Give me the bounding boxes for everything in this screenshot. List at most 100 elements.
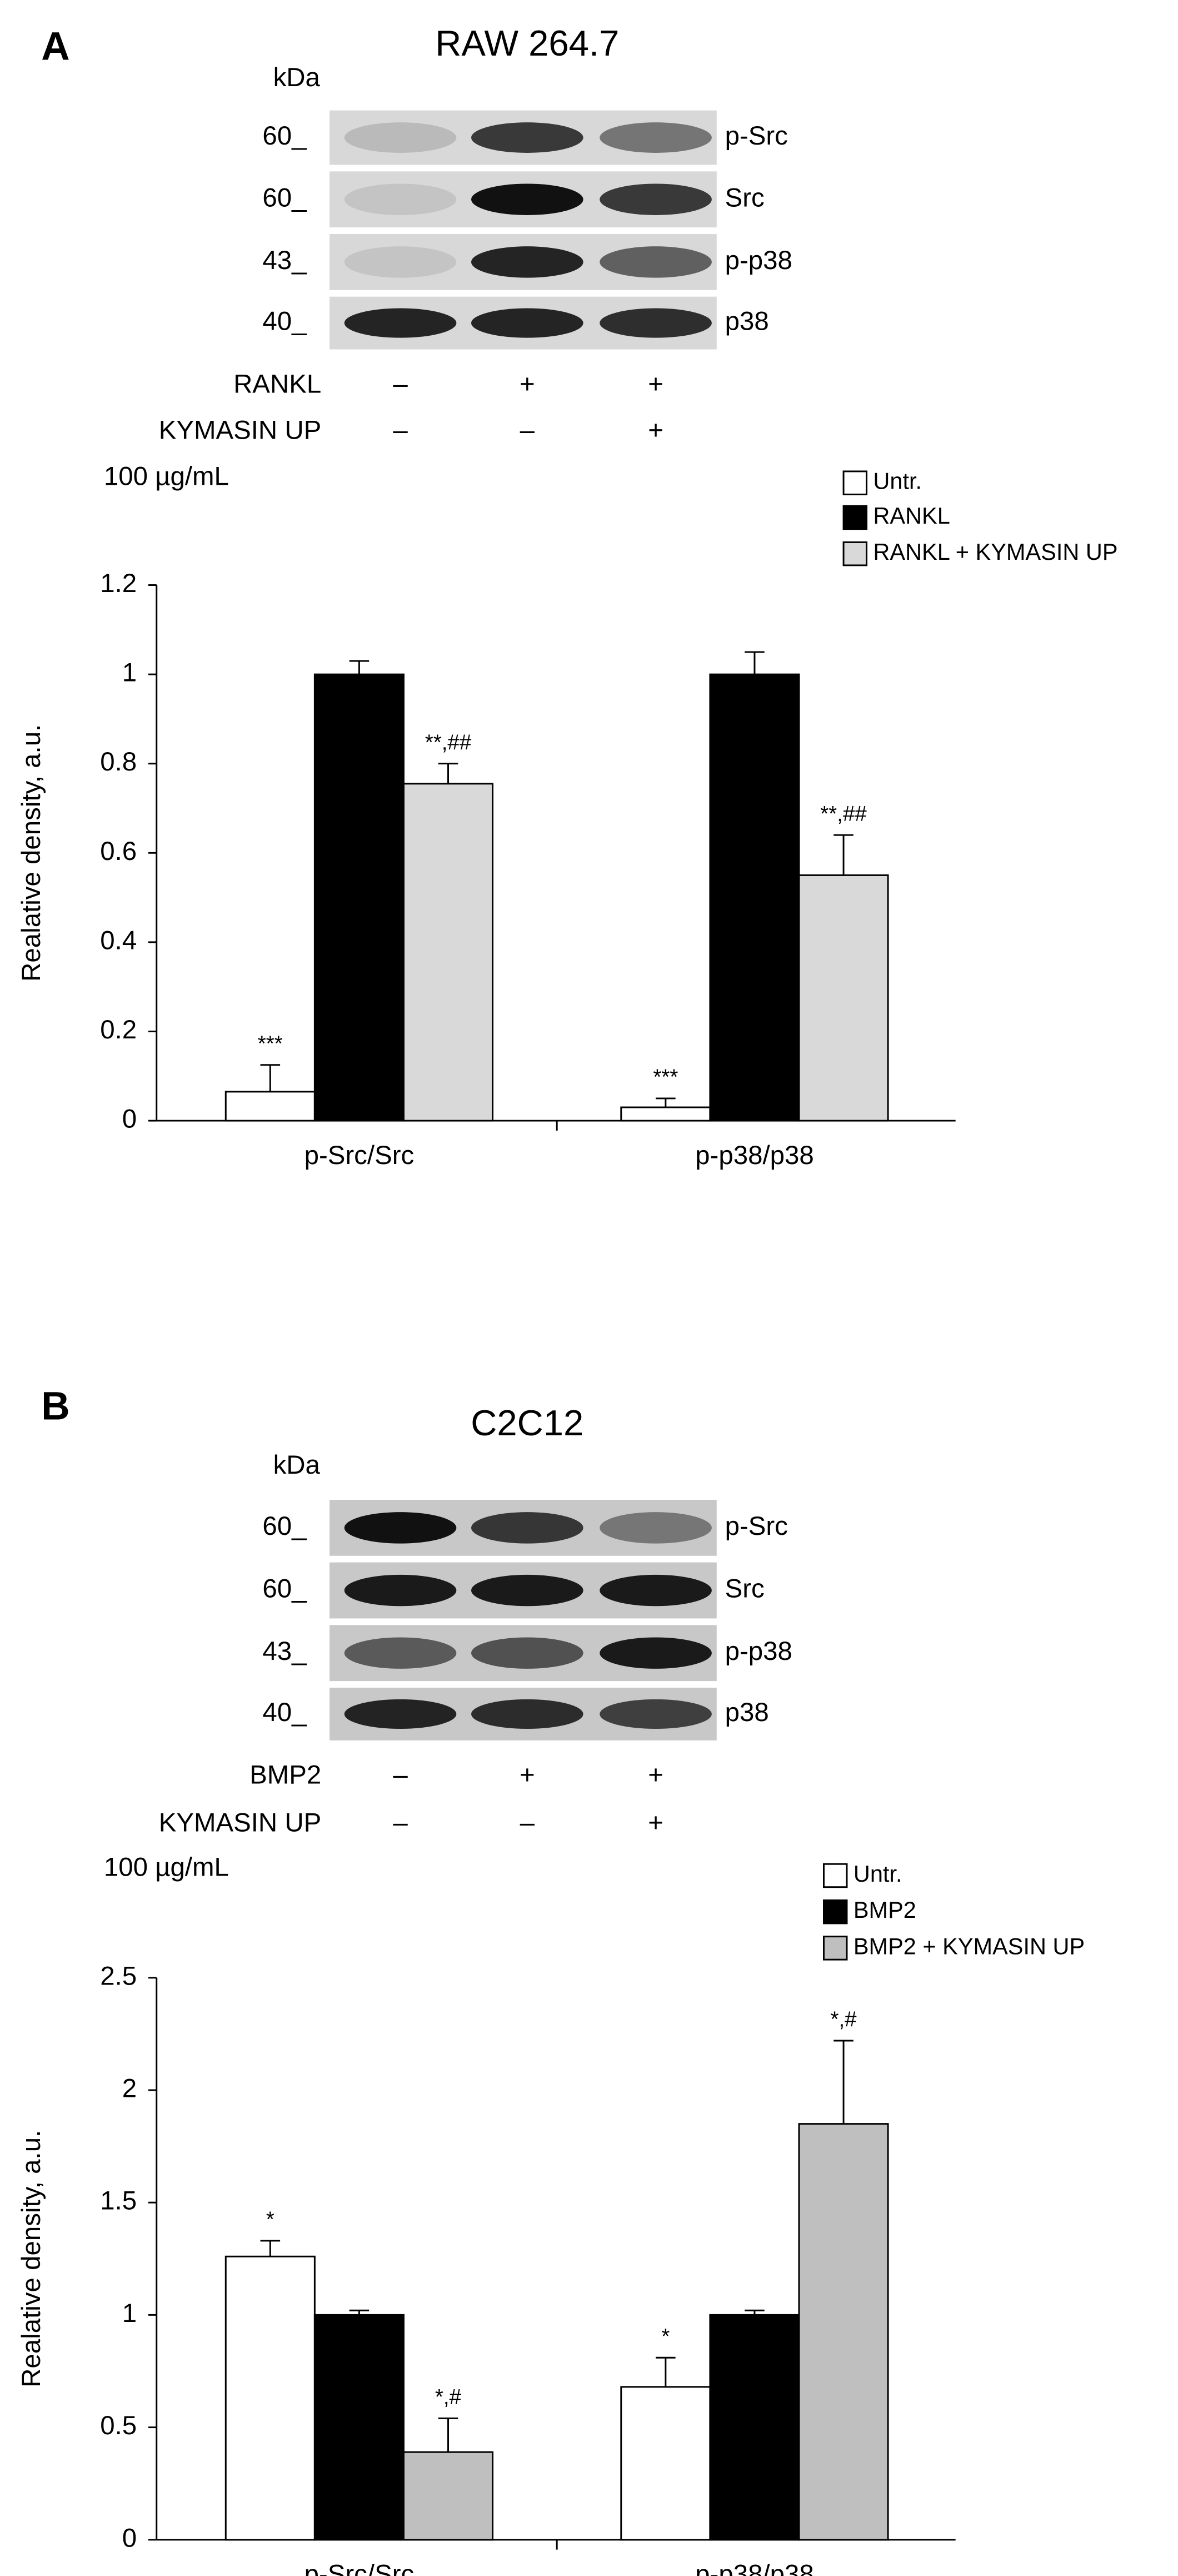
band-label: p38 <box>725 307 769 336</box>
bar <box>709 2314 800 2541</box>
blot-band <box>471 1699 583 1729</box>
blot-band <box>600 246 712 278</box>
legend-swatch <box>842 505 868 530</box>
blot-band <box>471 183 583 215</box>
treatment-name: KYMASIN UP <box>159 415 322 445</box>
dose-label: 100 µg/mL <box>104 461 229 491</box>
treatment-mark: + <box>520 1761 535 1790</box>
treatment-mark: + <box>520 369 535 399</box>
legend-label: BMP2 <box>853 1897 916 1923</box>
y-tick-label: 0.8 <box>100 747 137 777</box>
mw-label: 60_ <box>262 121 307 151</box>
blot-band <box>471 1512 583 1544</box>
y-tick-label: 2.5 <box>100 1961 137 1991</box>
bar <box>313 673 405 1122</box>
mw-label: 60_ <box>262 1511 307 1541</box>
dose-label: 100 µg/mL <box>104 1853 229 1882</box>
significance-label: * <box>266 2208 274 2232</box>
bar <box>798 2123 889 2541</box>
treatment-name: KYMASIN UP <box>159 1808 322 1838</box>
legend-label: RANKL <box>873 503 950 529</box>
blot-band <box>600 122 712 153</box>
legend-label: Untr. <box>853 1861 902 1887</box>
blot-band <box>471 122 583 153</box>
mw-label: 60_ <box>262 183 307 212</box>
mw-label: 60_ <box>262 1574 307 1604</box>
legend-swatch <box>842 470 868 495</box>
mw-label: 43_ <box>262 246 307 275</box>
mw-label: 40_ <box>262 307 307 336</box>
band-label: p-Src <box>725 121 788 151</box>
treatment-name: BMP2 <box>249 1761 321 1790</box>
blot-band <box>600 1637 712 1669</box>
y-tick-label: 2 <box>122 2074 137 2103</box>
band-label: p38 <box>725 1698 769 1727</box>
significance-label: **,## <box>425 730 472 754</box>
error-bar <box>438 2417 458 2453</box>
error-bar <box>260 2240 281 2257</box>
y-tick-label: 1.2 <box>100 569 137 598</box>
y-tick-label: 0.5 <box>100 2411 137 2440</box>
blot-band <box>600 1574 712 1607</box>
blot-band <box>344 183 457 215</box>
significance-label: **,## <box>820 802 867 826</box>
bar <box>798 874 889 1122</box>
y-axis-label: Realative density, a.u. <box>17 2130 46 2388</box>
y-tick-label: 0 <box>122 2523 137 2553</box>
bar <box>402 783 494 1122</box>
blot-band <box>471 1574 583 1607</box>
bar <box>313 2314 405 2541</box>
error-bar <box>260 1064 281 1092</box>
treatment-mark: – <box>393 1808 408 1838</box>
treatment-mark: – <box>520 415 535 445</box>
kda-label: kDa <box>273 63 321 92</box>
treatment-mark: – <box>393 1761 408 1790</box>
x-tick-label: p-p38/p38 <box>695 2560 814 2576</box>
y-tick-label: 1.5 <box>100 2186 137 2216</box>
x-tick-label: p-p38/p38 <box>695 1141 814 1170</box>
legend-label: Untr. <box>873 468 922 494</box>
blot-band <box>600 183 712 215</box>
band-label: p-Src <box>725 1511 788 1541</box>
blot-band <box>471 308 583 338</box>
panel-letter: A <box>41 25 69 69</box>
bar <box>709 673 800 1122</box>
y-tick-label: 1 <box>122 658 137 688</box>
legend-label: RANKL + KYMASIN UP <box>873 539 1117 565</box>
error-bar <box>656 1097 676 1107</box>
mw-label: 40_ <box>262 1698 307 1727</box>
band-label: Src <box>725 1574 765 1604</box>
error-bar <box>745 651 765 675</box>
significance-label: * <box>661 2325 670 2349</box>
error-bar <box>349 660 370 675</box>
bar <box>224 1091 316 1122</box>
significance-label: *,# <box>435 2385 462 2409</box>
y-tick-label: 0.6 <box>100 837 137 866</box>
error-bar <box>833 834 853 876</box>
treatment-mark: + <box>648 1808 663 1838</box>
treatment-mark: – <box>393 415 408 445</box>
significance-label: *,# <box>830 2008 857 2032</box>
y-tick-label: 0 <box>122 1105 137 1134</box>
mw-label: 43_ <box>262 1637 307 1666</box>
legend-swatch <box>842 541 868 566</box>
treatment-mark: – <box>520 1808 535 1838</box>
blot-band <box>344 1574 457 1607</box>
treatment-name: RANKL <box>233 369 321 399</box>
y-tick-label: 1 <box>122 2299 137 2328</box>
band-label: p-p38 <box>725 1637 792 1666</box>
y-tick-label: 0.4 <box>100 926 137 955</box>
blot-band <box>471 246 583 278</box>
blot-band <box>344 122 457 153</box>
bar <box>402 2451 494 2541</box>
treatment-mark: + <box>648 1761 663 1790</box>
x-tick-label: p-Src/Src <box>305 2560 415 2576</box>
significance-label: *** <box>258 1032 283 1056</box>
y-tick-label: 0.2 <box>100 1015 137 1045</box>
bar <box>620 1106 711 1122</box>
treatment-mark: – <box>393 369 408 399</box>
error-bar <box>656 2356 676 2387</box>
band-label: Src <box>725 183 765 212</box>
